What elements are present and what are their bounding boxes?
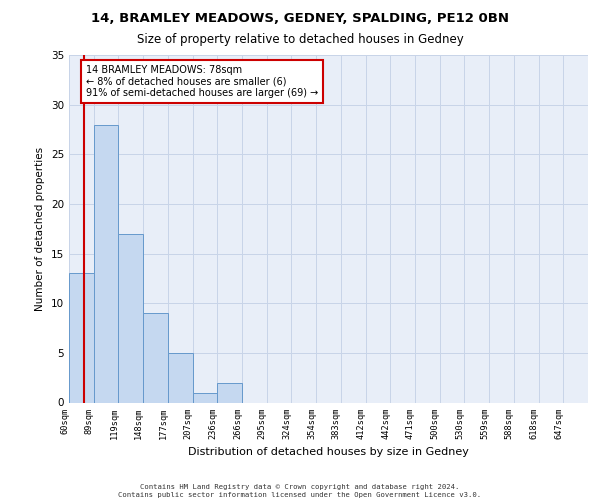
X-axis label: Distribution of detached houses by size in Gedney: Distribution of detached houses by size … (188, 447, 469, 457)
Bar (118, 234, 143, 402)
Text: Contains HM Land Registry data © Crown copyright and database right 2024.
Contai: Contains HM Land Registry data © Crown c… (118, 484, 482, 498)
Bar (168, 353, 193, 403)
Bar (69, 274, 94, 402)
Bar (217, 382, 242, 402)
Text: Size of property relative to detached houses in Gedney: Size of property relative to detached ho… (137, 32, 463, 46)
Text: 14, BRAMLEY MEADOWS, GEDNEY, SPALDING, PE12 0BN: 14, BRAMLEY MEADOWS, GEDNEY, SPALDING, P… (91, 12, 509, 26)
Bar (94, 124, 118, 402)
Bar (193, 392, 217, 402)
Y-axis label: Number of detached properties: Number of detached properties (35, 146, 46, 311)
Bar (143, 313, 168, 402)
Text: 14 BRAMLEY MEADOWS: 78sqm
← 8% of detached houses are smaller (6)
91% of semi-de: 14 BRAMLEY MEADOWS: 78sqm ← 8% of detach… (86, 65, 318, 98)
